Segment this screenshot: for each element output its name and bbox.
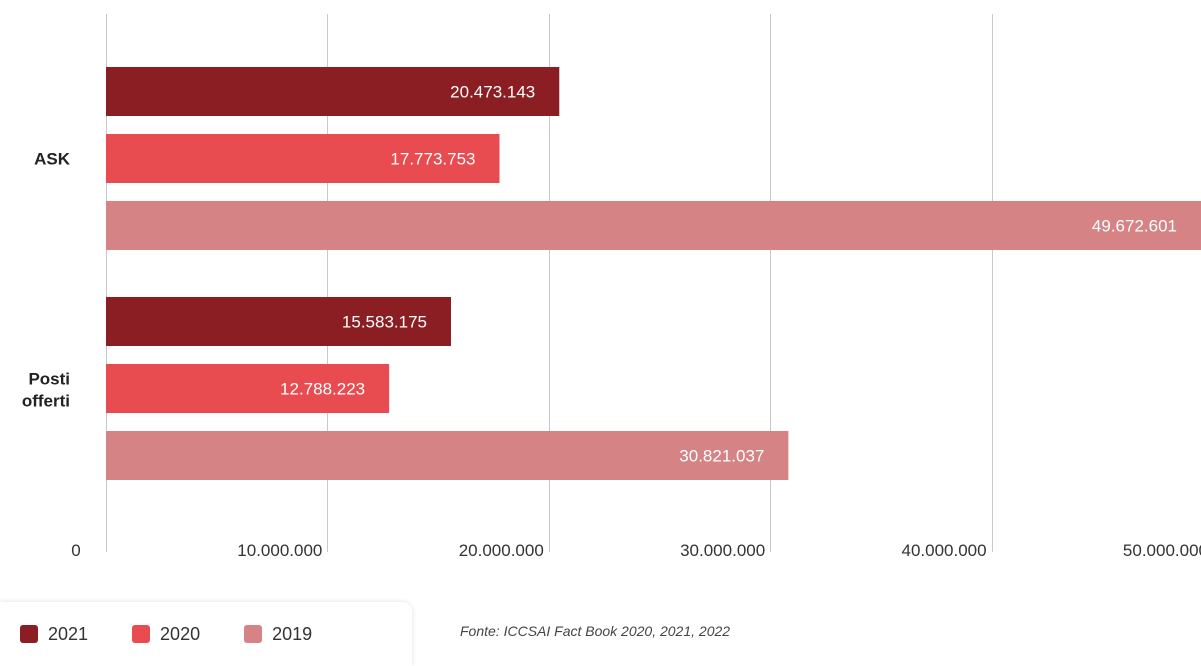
legend: 2021 2020 2019 — [0, 602, 412, 666]
category-labels: ASK Posti offerti — [22, 150, 71, 411]
legend-item-2019: 2019 — [244, 624, 312, 645]
legend-label: 2021 — [48, 623, 89, 644]
bar-2020-0 — [106, 134, 500, 183]
bar-2019-1 — [106, 431, 789, 480]
tick-label-0: 0 — [71, 541, 80, 560]
x-axis-ticks: 0 10.000.000 20.000.000 30.000.000 40.000.00… — [71, 541, 1201, 560]
tick-label-4: 40.000.000 — [902, 541, 987, 560]
category-label-1: Posti offerti — [22, 370, 70, 411]
category-label-0: ASK — [34, 150, 71, 169]
bar-label-2019-1: 30.821.037 — [679, 447, 764, 466]
tick-label-5: 50.000.000 — [1123, 541, 1201, 560]
legend-item-2021: 2021 — [20, 624, 88, 645]
bar-label-2020-1: 12.788.223 — [280, 380, 365, 399]
legend-swatch — [132, 625, 151, 643]
legend-label: 2019 — [272, 623, 313, 644]
source-note: Fonte: ICCSAI Fact Book 2020, 2021, 2022 — [460, 623, 731, 639]
bar-chart: 20.473.143 17.773.753 49.672.601 15.583.175… — [22, 14, 1201, 560]
bar-2021-1 — [106, 297, 452, 346]
bar-2021-0 — [106, 67, 560, 116]
tick-label-2: 20.000.000 — [459, 541, 544, 560]
legend-label: 2020 — [160, 623, 201, 644]
tick-label-3: 30.000.000 — [680, 541, 765, 560]
bar-labels: 20.473.143 17.773.753 49.672.601 15.583.175… — [280, 83, 1177, 466]
bars — [106, 67, 1201, 480]
bar-2019-0 — [106, 201, 1201, 250]
legend-swatch — [244, 625, 263, 643]
bar-label-2021-0: 20.473.143 — [450, 83, 535, 102]
bar-label-2019-0: 49.672.601 — [1092, 217, 1177, 236]
tick-label-1: 10.000.000 — [237, 541, 322, 560]
bar-2020-1 — [106, 364, 390, 413]
legend-swatch — [20, 625, 38, 643]
bar-label-2020-0: 17.773.753 — [390, 150, 475, 169]
legend-item-2020: 2020 — [132, 624, 200, 645]
bar-label-2021-1: 15.583.175 — [342, 313, 427, 332]
